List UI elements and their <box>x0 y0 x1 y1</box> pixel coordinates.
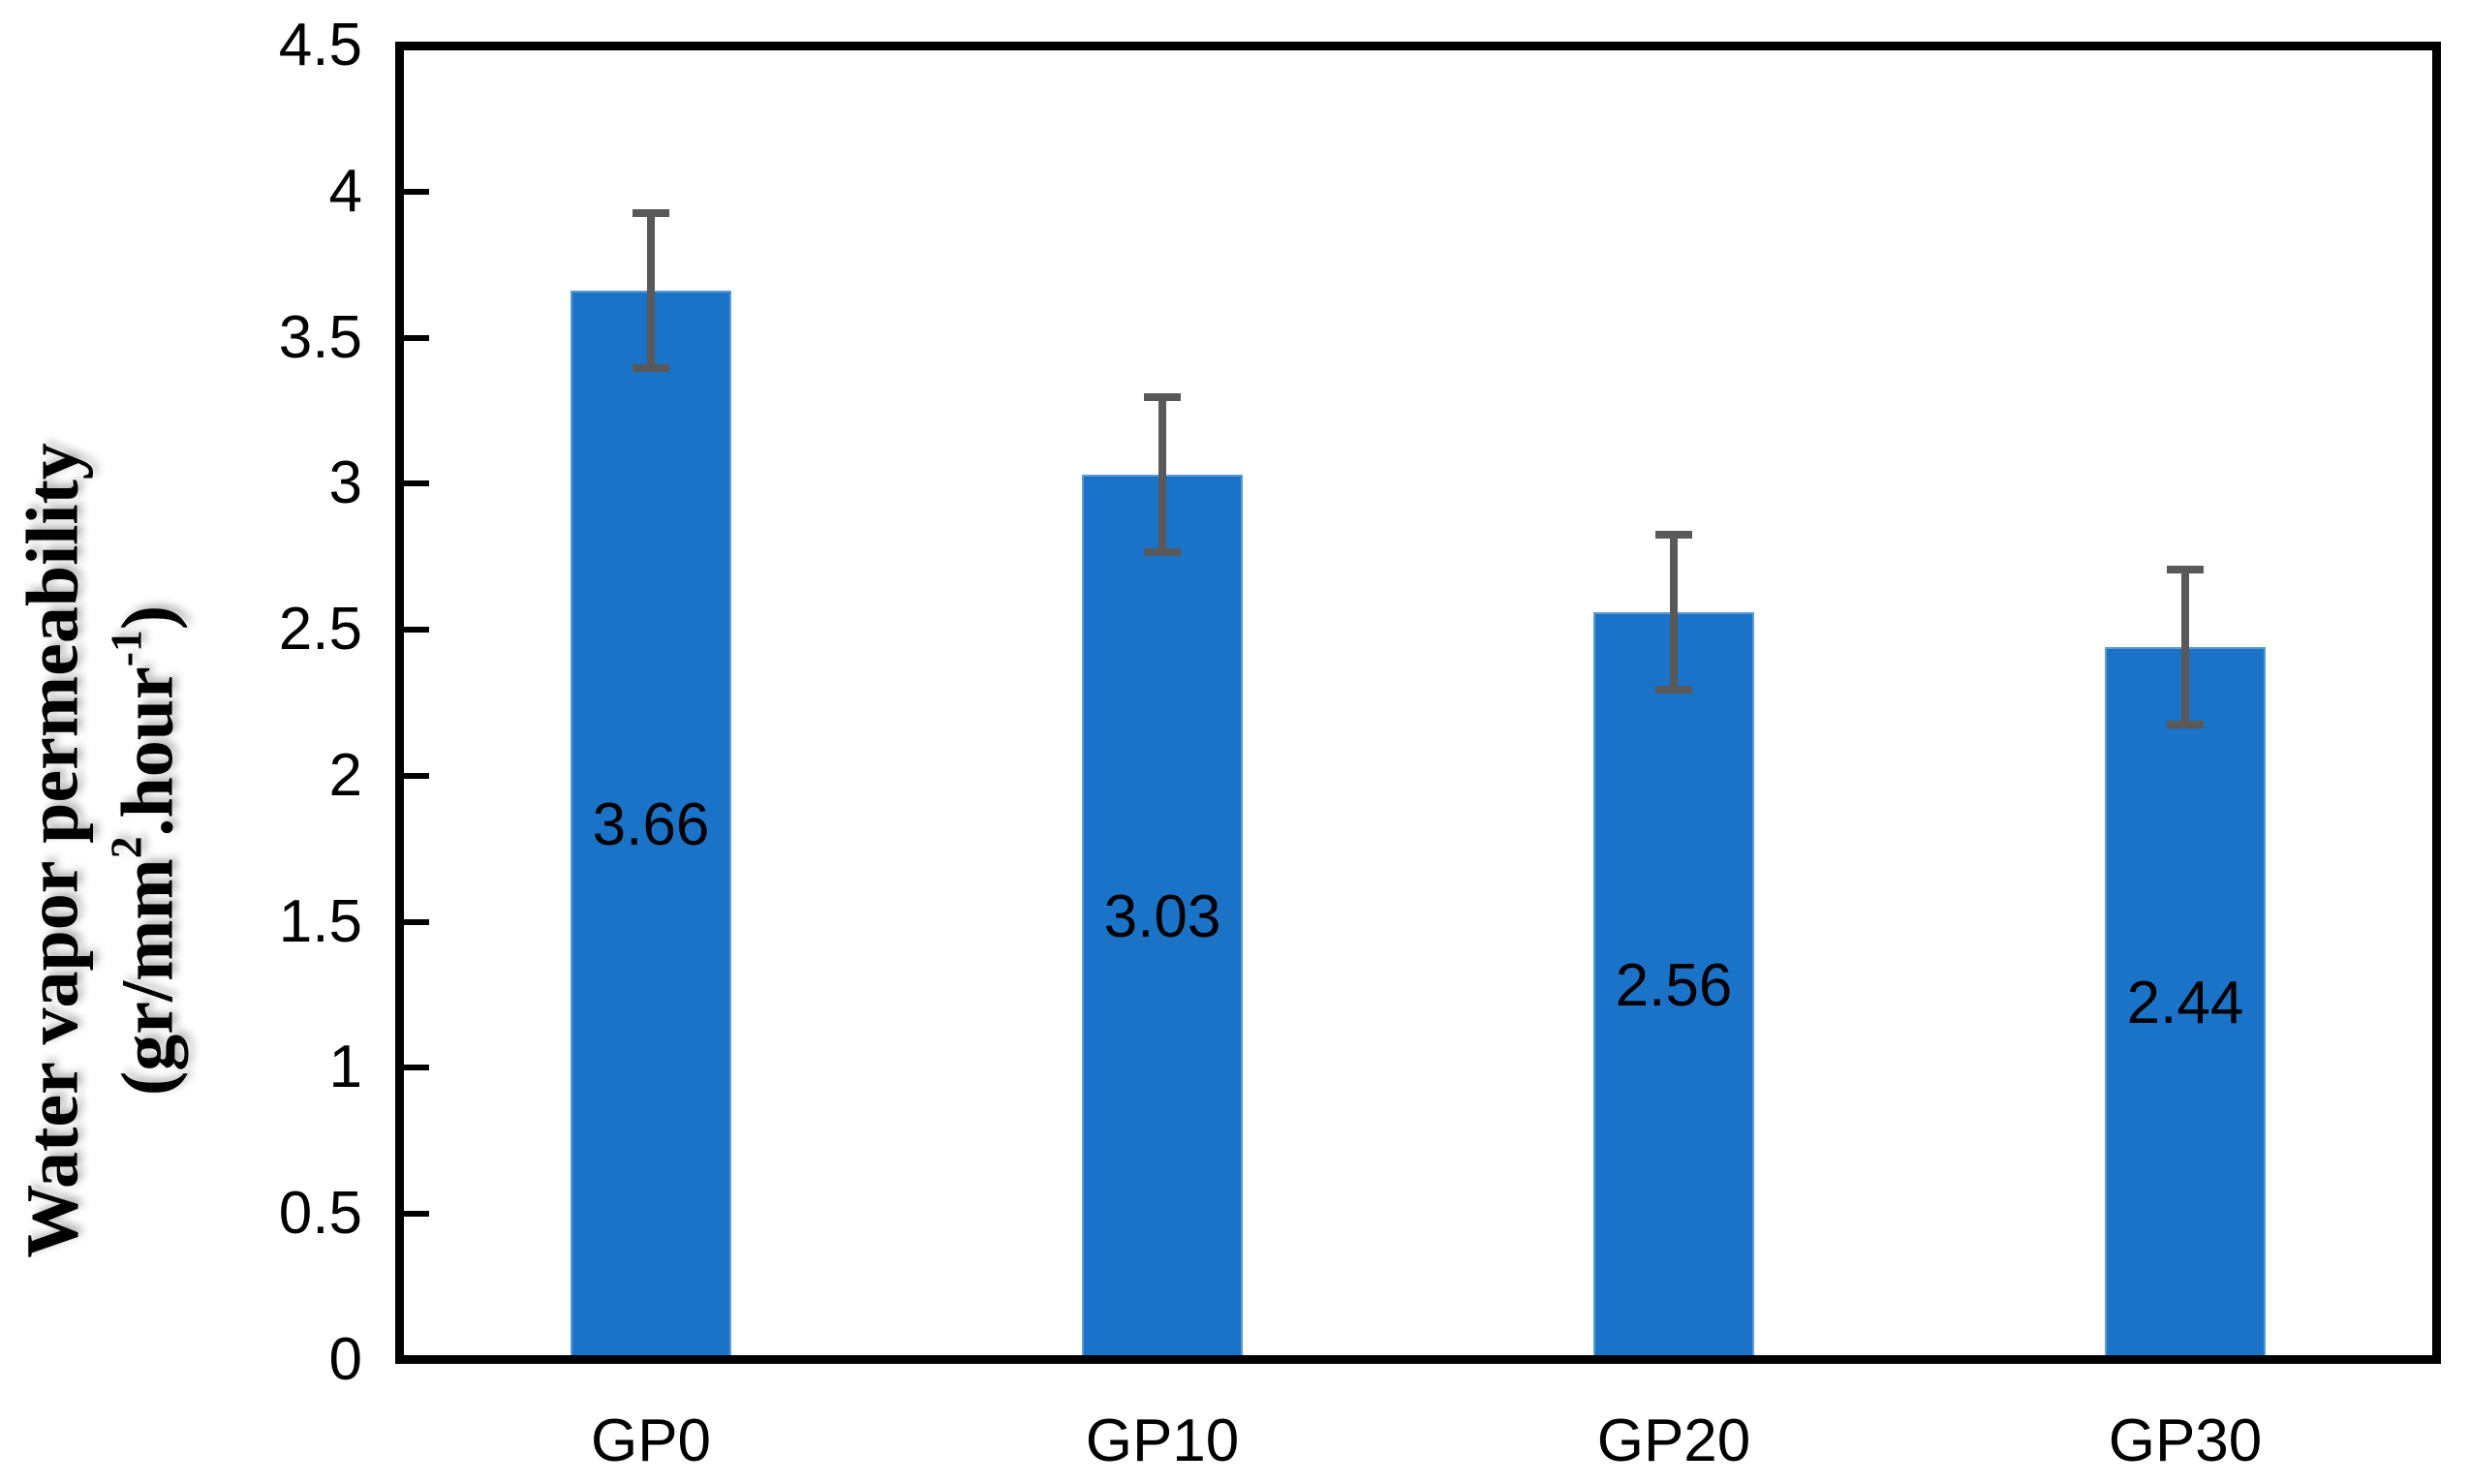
y-tick-label: 0 <box>328 1326 362 1393</box>
y-tick-label: 3.5 <box>278 303 362 371</box>
y-tick-label: 2.5 <box>278 596 362 664</box>
error-bar-stem <box>647 209 655 373</box>
y-tick-label: 4 <box>328 157 362 225</box>
bar-value-label: 2.44 <box>2126 970 2244 1037</box>
y-tick <box>404 918 429 925</box>
bar-gp20 <box>1593 612 1754 1360</box>
y-tick <box>404 1211 429 1218</box>
y-axis-title-line1: Water vapor permeability <box>12 443 94 1258</box>
y-tick-label: 3 <box>328 449 362 517</box>
y-tick-label: 0.5 <box>278 1180 362 1248</box>
x-axis-label-gp10: GP10 <box>1085 1407 1240 1474</box>
error-bar-stem <box>1158 393 1166 557</box>
bar-value-label: 2.56 <box>1615 952 1733 1019</box>
y-tick <box>404 188 429 195</box>
y-tick <box>404 772 429 779</box>
error-bar-gp30 <box>2167 566 2204 729</box>
error-bar-stem <box>2181 566 2189 729</box>
x-axis-label-gp20: GP20 <box>1596 1407 1751 1474</box>
x-axis-label-gp0: GP0 <box>590 1407 712 1474</box>
y-tick <box>404 627 429 634</box>
bar-value-label: 3.66 <box>592 791 710 859</box>
y-tick-label: 4.5 <box>278 12 362 78</box>
error-bar-stem <box>1670 531 1678 695</box>
bar-gp30 <box>2105 647 2266 1360</box>
error-bar-gp20 <box>1655 531 1692 695</box>
y-tick-label: 2 <box>328 741 362 809</box>
bar-gp0 <box>571 291 731 1360</box>
y-tick <box>404 480 429 487</box>
x-axis-label-gp30: GP30 <box>2108 1407 2263 1474</box>
y-tick <box>404 334 429 341</box>
y-axis-title: Water vapor permeability (gr/mm2.hour-1) <box>6 190 200 1484</box>
error-bar-gp0 <box>633 209 669 373</box>
y-tick-label: 1 <box>328 1034 362 1101</box>
y-axis-title-line2: (gr/mm2.hour-1) <box>101 604 189 1097</box>
y-tick <box>404 1065 429 1071</box>
error-bar-gp10 <box>1144 393 1181 557</box>
bar-gp10 <box>1082 475 1243 1360</box>
bar-value-label: 3.03 <box>1103 883 1221 951</box>
y-tick-label: 1.5 <box>278 887 362 955</box>
